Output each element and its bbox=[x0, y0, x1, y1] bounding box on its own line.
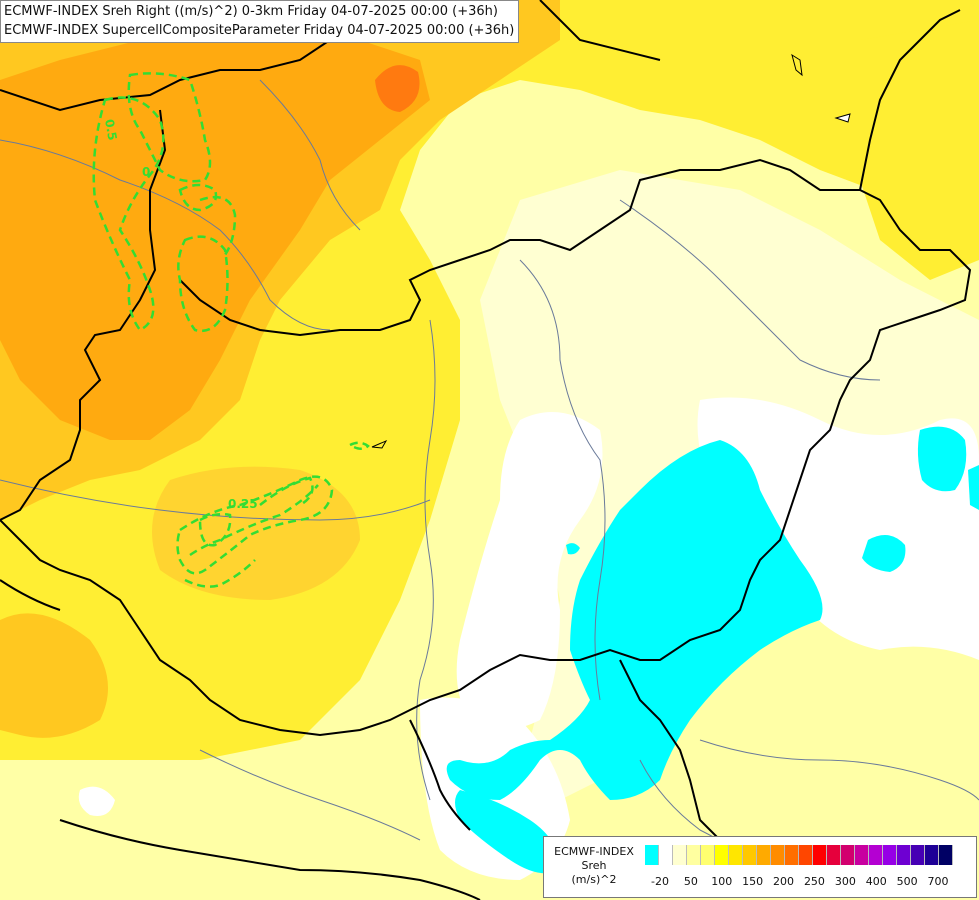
legend-swatch bbox=[841, 845, 855, 865]
field-white-4 bbox=[78, 786, 115, 816]
legend-tick-label: 300 bbox=[834, 875, 856, 888]
legend-tick-label: 400 bbox=[865, 875, 887, 888]
legend-tick-label: 100 bbox=[711, 875, 733, 888]
field-cyan-dot bbox=[566, 543, 580, 555]
legend-ticks: -20 50 100 150 200 250 300 400 500 700 bbox=[645, 875, 970, 889]
map-title-box: ECMWF-INDEX Sreh Right ((m/s)^2) 0-3km F… bbox=[0, 0, 520, 43]
legend-swatch bbox=[687, 845, 701, 865]
field-orange-sw bbox=[0, 613, 108, 738]
field-white-2 bbox=[697, 397, 979, 660]
legend-swatch bbox=[925, 845, 939, 865]
legend-swatch bbox=[897, 845, 911, 865]
field-cyan-se bbox=[455, 790, 560, 874]
legend-title: ECMWF-INDEX Sreh (m/s)^2 bbox=[546, 845, 642, 887]
legend-swatch bbox=[673, 845, 687, 865]
field-cyan-east3 bbox=[968, 465, 979, 510]
lake-outline-2 bbox=[791, 53, 803, 77]
legend-swatch bbox=[659, 845, 673, 865]
field-red-core bbox=[375, 65, 420, 112]
legend-tick-label: 150 bbox=[742, 875, 764, 888]
legend-tick-label: 700 bbox=[927, 875, 949, 888]
legend-swatch bbox=[813, 845, 827, 865]
contour-label-b: 0 bbox=[142, 165, 150, 179]
legend-swatches bbox=[645, 845, 953, 865]
legend-swatch bbox=[827, 845, 841, 865]
legend-swatch bbox=[869, 845, 883, 865]
legend-tick-label: 50 bbox=[683, 875, 698, 888]
legend-swatch bbox=[729, 845, 743, 865]
legend-swatch bbox=[855, 845, 869, 865]
field-cyan-main bbox=[446, 440, 823, 800]
rivers bbox=[0, 79, 979, 871]
contour-label-c: 0.5 bbox=[102, 118, 119, 141]
legend-swatch bbox=[757, 845, 771, 865]
legend-title-line-2: Sreh bbox=[581, 859, 607, 872]
legend-tick-label: 250 bbox=[803, 875, 825, 888]
legend-swatch bbox=[715, 845, 729, 865]
legend-swatch bbox=[911, 845, 925, 865]
coast-small-1 bbox=[371, 439, 388, 449]
legend-tick-label: 500 bbox=[896, 875, 918, 888]
legend-swatch bbox=[799, 845, 813, 865]
lake-outline bbox=[834, 113, 851, 123]
legend-title-line-1: ECMWF-INDEX bbox=[554, 845, 634, 858]
legend-swatch bbox=[883, 845, 897, 865]
legend-tick-label: -20 bbox=[651, 875, 669, 888]
title-line-2: ECMWF-INDEX SupercellCompositeParameter … bbox=[4, 23, 515, 38]
field-cyan-east2 bbox=[862, 535, 906, 572]
legend-swatch bbox=[771, 845, 785, 865]
color-legend: ECMWF-INDEX Sreh (m/s)^2 -20 50 100 150 200 2… bbox=[543, 836, 977, 898]
legend-swatch bbox=[939, 845, 953, 865]
legend-tick-label: 200 bbox=[773, 875, 795, 888]
field-cyan-east1 bbox=[917, 426, 967, 492]
legend-swatch bbox=[645, 845, 659, 865]
scp-contours bbox=[92, 72, 370, 588]
legend-swatch bbox=[785, 845, 799, 865]
title-line-1: ECMWF-INDEX Sreh Right ((m/s)^2) 0-3km F… bbox=[4, 4, 498, 19]
legend-swatch bbox=[743, 845, 757, 865]
contour-label-a: 0.25 bbox=[228, 497, 258, 511]
legend-title-line-3: (m/s)^2 bbox=[571, 873, 617, 886]
field-white-1 bbox=[456, 412, 603, 730]
legend-swatch bbox=[701, 845, 715, 865]
